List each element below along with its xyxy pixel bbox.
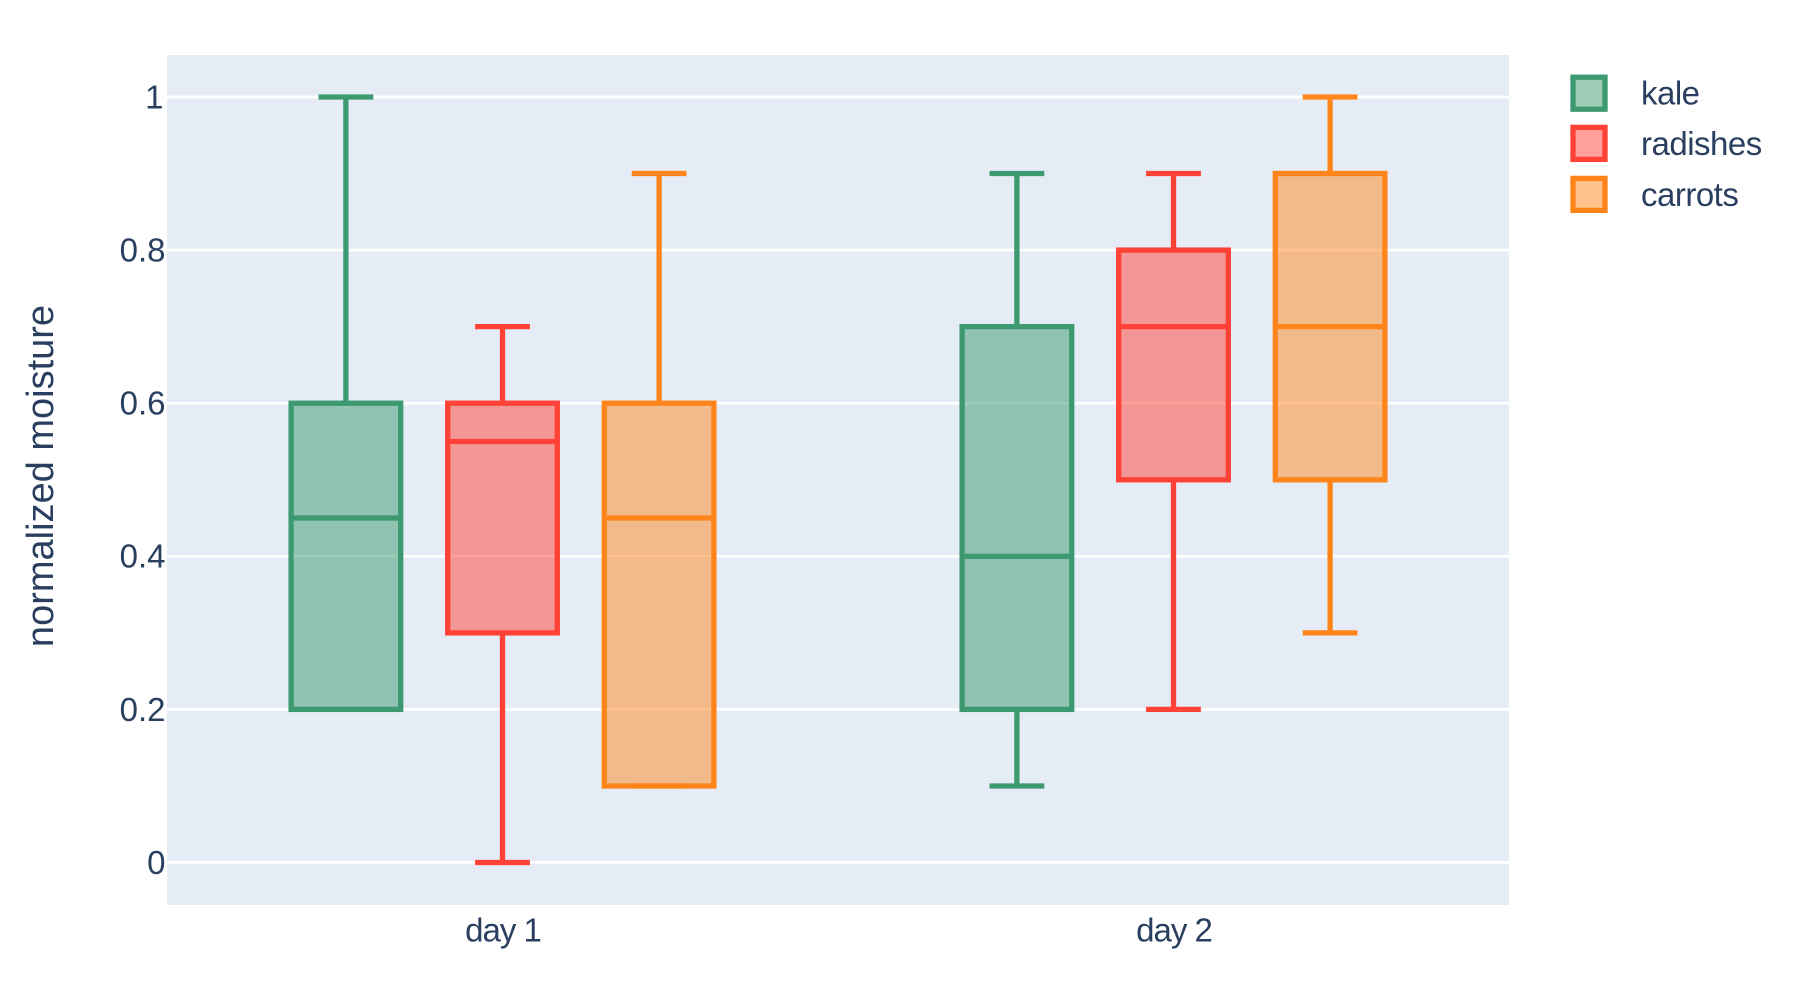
svg-text:0.6: 0.6 (120, 385, 166, 422)
svg-text:day 2: day 2 (1136, 911, 1212, 948)
svg-text:carrots: carrots (1641, 176, 1738, 213)
svg-text:0.4: 0.4 (120, 538, 166, 575)
svg-text:0.8: 0.8 (120, 232, 166, 269)
svg-text:1: 1 (145, 78, 163, 115)
svg-text:radishes: radishes (1641, 125, 1762, 162)
svg-text:0.2: 0.2 (120, 691, 166, 728)
svg-text:0: 0 (147, 844, 165, 881)
svg-text:kale: kale (1641, 75, 1700, 112)
svg-text:day 1: day 1 (465, 911, 541, 948)
svg-text:normalized moisture: normalized moisture (20, 305, 62, 647)
